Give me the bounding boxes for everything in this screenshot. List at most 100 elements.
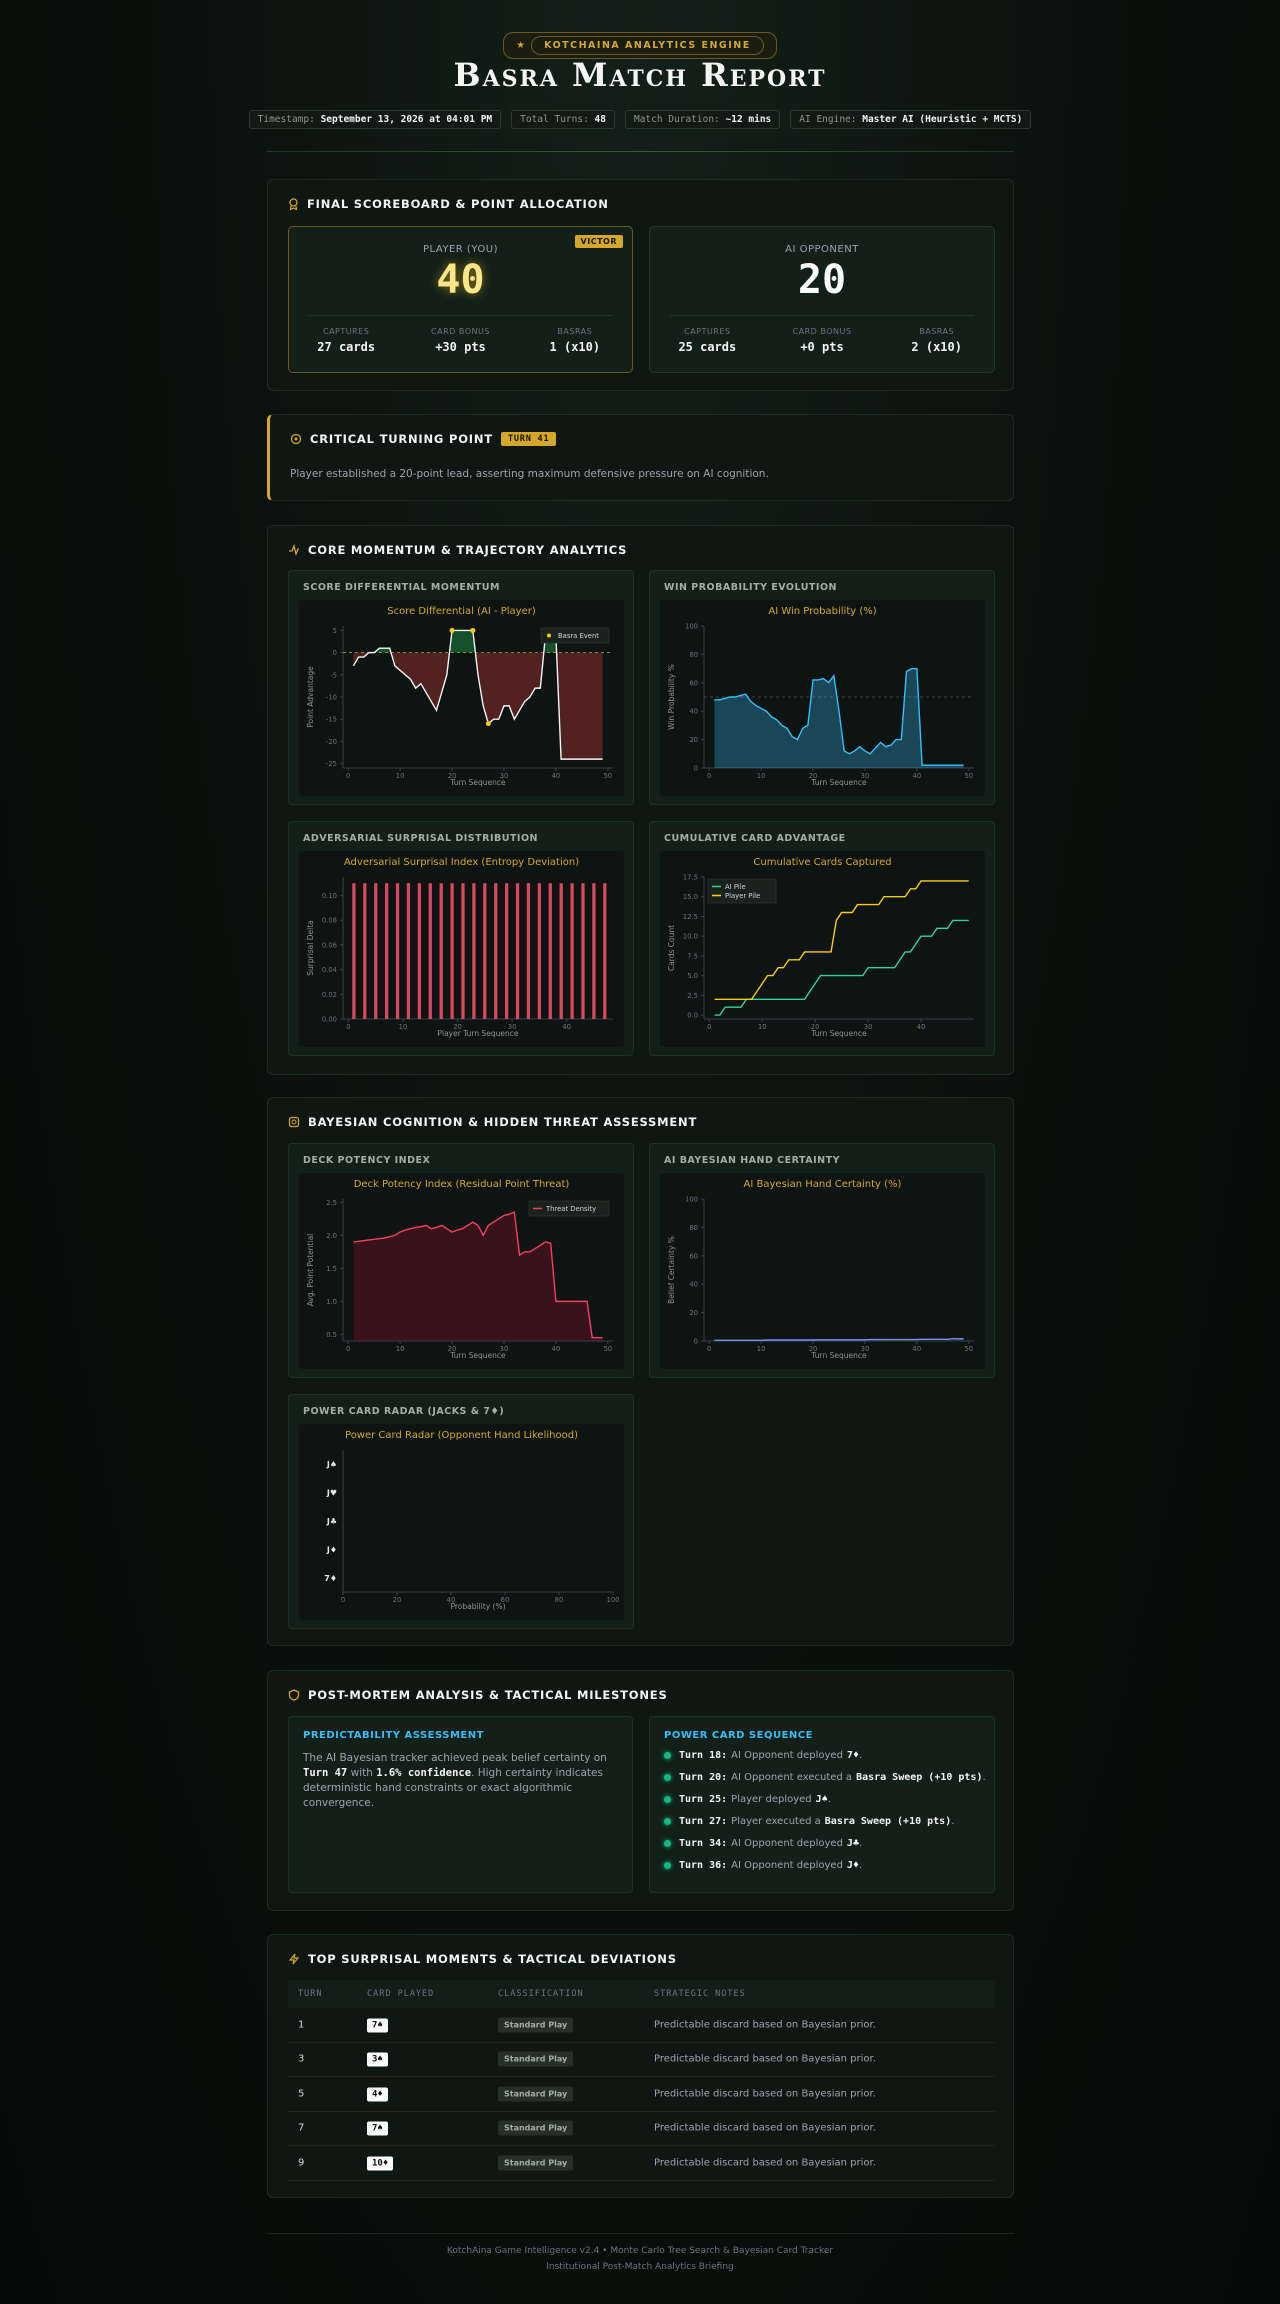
card-chip: 3♠ — [367, 2052, 388, 2067]
legend-box — [707, 878, 777, 904]
table-header: TURN CARD PLAYED CLASSIFICATION STRATEGIC N… — [288, 1980, 995, 2008]
basra-point — [470, 627, 476, 633]
stats: CAPTURES 25 cards CARD BONUS +0 pts BASRAS… — [650, 327, 994, 354]
bar — [570, 883, 574, 1019]
column-header: CLASSIFICATION — [498, 1989, 584, 1999]
status-dot — [664, 1818, 671, 1825]
chart-panel: AI BAYESIAN HAND CERTAINTY AI Bayesian Ha… — [649, 1143, 995, 1378]
stats: CAPTURES 27 cards CARD BONUS +30 pts BASRA… — [289, 327, 632, 354]
bar — [439, 883, 443, 1019]
y-tick-label: -25 — [326, 760, 337, 768]
area — [714, 668, 964, 768]
x-tick-label: 10 — [757, 772, 766, 780]
table-cell: 3 — [298, 2054, 304, 2065]
meta-label: Timestamp: — [257, 114, 315, 125]
y-tick-label: -20 — [326, 738, 337, 746]
text: with — [347, 1767, 377, 1779]
card-chip: 7♠ — [367, 2018, 388, 2033]
line — [714, 1338, 964, 1341]
table-cell: Predictable discard based on Bayesian pr… — [654, 2019, 876, 2030]
y-axis-label: Cards Count — [667, 925, 676, 971]
x-tick-label: 50 — [603, 772, 612, 780]
status-dot — [664, 1862, 671, 1869]
text: . — [951, 1816, 955, 1827]
chart: Adversarial Surprisal Index (Entropy Dev… — [299, 851, 624, 1047]
text: . — [858, 1860, 863, 1871]
highlight: Turn 47 — [303, 1767, 348, 1779]
y-tick-label: 2.5 — [687, 992, 698, 1000]
y-tick-label: 1.0 — [326, 1298, 337, 1306]
table-cell: Standard Play — [498, 2155, 574, 2171]
meta-label: Total Turns: — [520, 114, 589, 125]
line — [714, 919, 969, 1016]
y-tick-label: 20 — [689, 1309, 698, 1317]
y-tick-label: 2.5 — [326, 1199, 337, 1207]
card: J♣ — [846, 1838, 859, 1849]
meta-label: AI Engine: — [799, 114, 857, 125]
x-tick-label: 40 — [917, 1023, 926, 1031]
y-tick-label: 0.10 — [322, 892, 337, 900]
card: 7♦ — [846, 1750, 859, 1761]
y-tick-label: 1.5 — [326, 1265, 337, 1273]
x-tick-label: 0 — [346, 1345, 350, 1353]
x-axis-label: Turn Sequence — [810, 778, 867, 787]
engine-badge: ★ KOTCHAINA ANALYTICS ENGINE — [0, 32, 1280, 59]
stat-value: +0 pts — [800, 340, 844, 354]
bar — [548, 883, 552, 1019]
player-card: VICTOR PLAYER (YOU) 40 CAPTURES 27 cards … — [288, 226, 633, 373]
stat: CAPTURES 25 cards — [650, 327, 765, 354]
basra-point — [485, 721, 491, 727]
table-cell: 4♦ — [367, 2087, 388, 2102]
note: Predictable discard based on Bayesian pr… — [654, 2122, 876, 2134]
chart-panel: SCORE DIFFERENTIAL MOMENTUM Score Differe… — [288, 570, 634, 805]
turning-point-text: Player established a 20-point lead, asse… — [290, 468, 769, 480]
section-title-text: FINAL SCOREBOARD & POINT ALLOCATION — [307, 197, 609, 211]
y-tick-label: 0.04 — [322, 966, 337, 974]
x-tick-label: 10 — [758, 1023, 767, 1031]
scoreboard-section: FINAL SCOREBOARD & POINT ALLOCATION VICT… — [267, 179, 1014, 391]
y-tick-label: 0 — [333, 649, 337, 657]
table-cell: Predictable discard based on Bayesian pr… — [654, 2123, 876, 2134]
table-row: 5 4♦ Standard Play Predictable discard base… — [288, 2077, 995, 2112]
y-tick-label: 0.06 — [322, 941, 337, 949]
x-tick-label: 50 — [964, 1345, 973, 1353]
turn: Turn 27: — [679, 1816, 728, 1827]
y-axis-label: Belief Certainty % — [667, 1236, 676, 1304]
classification-chip: Standard Play — [498, 2086, 574, 2102]
bar — [592, 883, 596, 1019]
x-axis-label: Turn Sequence — [810, 1029, 867, 1038]
chart-title: Deck Potency Index (Residual Point Threa… — [354, 1179, 570, 1190]
x-tick-label: 100 — [607, 1596, 620, 1604]
stat-label: CAPTURES — [323, 327, 370, 336]
icon — [288, 1953, 300, 1965]
table-cell: Predictable discard based on Bayesian pr… — [654, 2054, 876, 2065]
table-cell: 3♠ — [367, 2052, 388, 2067]
chart-title: Power Card Radar (Opponent Hand Likeliho… — [345, 1430, 578, 1441]
section-title: POST-MORTEM ANALYSIS & TACTICAL MILESTON… — [288, 1688, 668, 1702]
x-tick-label: 20 — [448, 1345, 457, 1353]
score: 20 — [797, 257, 847, 303]
bar — [581, 883, 585, 1019]
classification-chip: Standard Play — [498, 2155, 574, 2171]
chart-panel: DECK POTENCY INDEX Deck Potency Index (Re… — [288, 1143, 634, 1378]
x-tick-label: 40 — [562, 1023, 571, 1031]
y-tick-label: 0.0 — [687, 1012, 698, 1020]
icon — [288, 1116, 300, 1128]
bar — [559, 883, 563, 1019]
y-axis-label: Surprisal Delta — [306, 920, 315, 976]
y-tick-label: 0 — [694, 765, 698, 773]
bar — [417, 883, 421, 1019]
text: Player deployed — [731, 1794, 812, 1805]
y-tick-label: 0 — [694, 1338, 698, 1346]
chart-title: Adversarial Surprisal Index (Entropy Dev… — [344, 857, 579, 868]
sequence-item: Turn 18: AI Opponent deployed 7♦. — [664, 1750, 862, 1761]
bar — [406, 883, 411, 1019]
classification-chip: Standard Play — [498, 2120, 574, 2136]
text: AI Opponent executed a — [731, 1772, 853, 1783]
x-tick-label: 80 — [555, 1596, 564, 1604]
meta-value: Master AI (Heuristic + MCTS) — [862, 114, 1023, 125]
card-divider — [670, 315, 974, 316]
table-cell: 10♦ — [367, 2156, 394, 2171]
status-dot — [664, 1796, 671, 1803]
